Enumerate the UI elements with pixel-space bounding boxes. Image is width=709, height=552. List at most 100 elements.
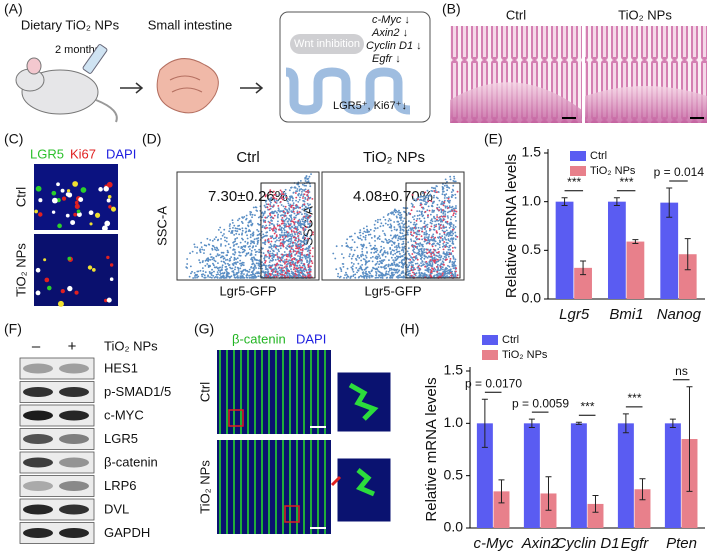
x-tick-label: Lgr5 <box>559 306 590 323</box>
error-bar <box>639 478 646 501</box>
gate <box>405 182 461 279</box>
if-dot <box>78 197 84 203</box>
if-dot <box>74 203 80 209</box>
bar <box>555 201 574 299</box>
blot-strip <box>19 357 95 380</box>
blot-strip <box>19 498 95 521</box>
error-bar <box>592 495 599 513</box>
arrow <box>240 82 264 94</box>
stain-label: β-catenin <box>232 331 286 346</box>
error-bar <box>481 398 488 448</box>
stain-label: DAPI <box>106 146 136 161</box>
significance-label: *** <box>619 175 633 189</box>
error-bar <box>580 260 587 276</box>
if-dot <box>109 263 114 267</box>
he-muscle <box>585 86 707 123</box>
blot-band <box>23 457 53 468</box>
protein-label: LGR5 <box>104 431 138 446</box>
scale-bar <box>310 426 326 529</box>
if-dot <box>74 290 79 295</box>
blot-band <box>59 457 89 468</box>
if-dot <box>51 210 56 214</box>
if-dot <box>35 185 42 192</box>
blot-band <box>59 504 89 515</box>
blot-band <box>23 481 53 491</box>
protein-label: β-catenin <box>104 454 158 469</box>
y-tick-label: 1.0 <box>444 414 464 430</box>
panel-g: β-catenin DAPI Ctrl TiO₂ NPs <box>197 331 392 534</box>
bar <box>678 254 697 299</box>
organ-label: Small intestine <box>148 17 233 32</box>
if-dot <box>35 267 41 273</box>
error-bar <box>613 197 620 207</box>
if-dot <box>67 285 73 292</box>
protein-label: DVL <box>104 501 129 516</box>
blot-band <box>59 363 89 374</box>
if-dot <box>67 256 72 261</box>
gene: Cyclin D1 ↓ <box>366 40 422 52</box>
y-axis-label: SSC-A <box>154 206 169 246</box>
x-tick-label: Cyclin D1 <box>555 535 619 552</box>
legend-swatch <box>570 166 586 176</box>
if-dot <box>38 212 43 217</box>
blot-strip <box>19 428 95 450</box>
bar <box>523 423 540 528</box>
if-dot <box>57 223 62 229</box>
group-label: Ctrl <box>197 382 212 402</box>
zoom-box <box>228 409 244 427</box>
if-image <box>34 164 118 230</box>
if-dot <box>107 194 112 199</box>
plot-title: TiO₂ NPs <box>363 149 425 166</box>
blot-band <box>23 387 53 397</box>
if-dot <box>103 298 108 303</box>
blot-strip <box>19 381 95 403</box>
flow-events <box>185 173 312 279</box>
legend-label: TiO₂ NPs <box>502 349 548 361</box>
panel-label: (F) <box>4 321 22 337</box>
legend-label: TiO₂ NPs <box>590 165 636 177</box>
error-bar <box>498 479 505 504</box>
intestine <box>156 58 219 114</box>
bar <box>493 491 510 528</box>
if-dot <box>106 181 113 188</box>
stain-label: DAPI <box>296 331 326 346</box>
x-tick-label: Nanog <box>657 306 702 323</box>
error-bar <box>545 476 552 511</box>
stain-label: Ki67 <box>70 146 96 161</box>
if-dot <box>106 297 112 303</box>
y-tick-label: 0.5 <box>522 241 542 257</box>
panel-label: (C) <box>4 131 23 147</box>
significance-label: *** <box>627 391 641 405</box>
blot-band <box>23 410 53 421</box>
panel-label: (H) <box>400 321 419 337</box>
if-dot <box>61 196 67 201</box>
intestine-folds <box>169 75 203 93</box>
x-tick-label: Bmi1 <box>609 306 643 323</box>
pathway-label: Wnt inhibition <box>294 38 360 50</box>
if-dot <box>106 255 110 260</box>
y-tick-label: 1.5 <box>522 144 542 160</box>
group-label: TiO₂ NPs <box>618 7 672 22</box>
if-dot <box>94 212 101 218</box>
zoom-signal <box>348 382 379 497</box>
stain-label: LGR5 <box>30 146 64 161</box>
group-label: TiO₂ NPs <box>13 243 28 297</box>
error-bar <box>684 238 691 271</box>
blot-band <box>59 528 89 538</box>
gated-events <box>264 189 314 279</box>
y-tick-label: 0.0 <box>444 519 464 535</box>
significance-label: *** <box>580 399 594 413</box>
group-label: Ctrl <box>13 187 28 207</box>
bar <box>570 423 587 528</box>
if-image <box>217 350 331 434</box>
if-dot <box>104 220 111 227</box>
if-dot <box>65 192 70 197</box>
significance-label: ns <box>675 364 688 378</box>
mouse-tail <box>95 99 118 123</box>
if-dot <box>57 300 64 307</box>
blot-band <box>23 434 53 444</box>
if-dot <box>65 213 70 218</box>
protein-label: c-MYC <box>104 407 144 422</box>
zoom-image <box>336 371 392 433</box>
